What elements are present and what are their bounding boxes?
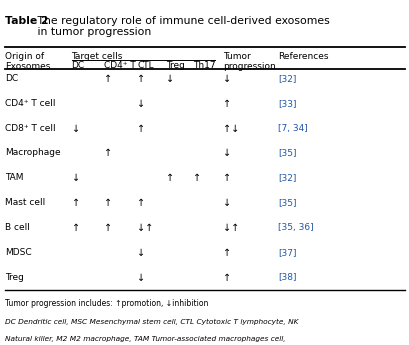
Text: References: References <box>278 52 328 61</box>
Text: ↑: ↑ <box>223 99 231 109</box>
Text: Table 2: Table 2 <box>5 16 49 26</box>
Text: [32]: [32] <box>278 74 297 83</box>
Text: Mast cell: Mast cell <box>5 198 45 207</box>
Text: CD4⁺ T: CD4⁺ T <box>104 61 136 70</box>
Text: DC: DC <box>5 74 18 83</box>
Text: Th17: Th17 <box>193 61 216 70</box>
Text: [37]: [37] <box>278 248 297 257</box>
Text: ↑: ↑ <box>193 173 201 183</box>
Text: ↑: ↑ <box>137 198 145 208</box>
Text: ↑: ↑ <box>104 148 112 158</box>
Text: [38]: [38] <box>278 273 297 282</box>
Text: ↑↓: ↑↓ <box>223 124 239 134</box>
Text: ↓: ↓ <box>72 173 80 183</box>
Text: Target cells: Target cells <box>72 52 123 61</box>
Text: Tumor progression includes: ↑promotion, ↓inhibition: Tumor progression includes: ↑promotion, … <box>5 299 208 308</box>
Text: ↑: ↑ <box>137 74 145 84</box>
Text: ↓: ↓ <box>72 124 80 134</box>
Text: ↑: ↑ <box>137 124 145 134</box>
Text: [33]: [33] <box>278 99 297 108</box>
Text: ↓: ↓ <box>223 198 231 208</box>
Text: DC Dendritic cell, MSC Mesenchymal stem cell, CTL Cytotoxic T lymphocyte, NK: DC Dendritic cell, MSC Mesenchymal stem … <box>5 318 299 325</box>
Text: ↓: ↓ <box>137 273 145 283</box>
Text: [35]: [35] <box>278 148 297 157</box>
Text: ↓↑: ↓↑ <box>223 223 239 233</box>
Text: ↑: ↑ <box>104 223 112 233</box>
Text: ↑: ↑ <box>166 173 174 183</box>
Text: Natural killer, M2 M2 macrophage, TAM Tumor-associated macrophages cell,: Natural killer, M2 M2 macrophage, TAM Tu… <box>5 336 285 342</box>
Text: Macrophage: Macrophage <box>5 148 61 157</box>
Text: Treg: Treg <box>166 61 184 70</box>
Text: ↓: ↓ <box>166 74 174 84</box>
Text: [7, 34]: [7, 34] <box>278 124 308 132</box>
Text: ↑: ↑ <box>104 198 112 208</box>
Text: TAM: TAM <box>5 173 23 182</box>
Text: MDSC: MDSC <box>5 248 31 257</box>
Text: ↑: ↑ <box>72 223 80 233</box>
Text: Treg: Treg <box>5 273 24 282</box>
Text: CD4⁺ T cell: CD4⁺ T cell <box>5 99 55 108</box>
Text: CD8⁺ T cell: CD8⁺ T cell <box>5 124 56 132</box>
Text: ↓: ↓ <box>137 99 145 109</box>
Text: CTL: CTL <box>137 61 154 70</box>
Text: [35, 36]: [35, 36] <box>278 223 314 232</box>
Text: ↑: ↑ <box>72 198 80 208</box>
Text: ↓: ↓ <box>223 74 231 84</box>
Text: ↓↑: ↓↑ <box>137 223 153 233</box>
Text: B cell: B cell <box>5 223 30 232</box>
Text: ↑: ↑ <box>223 273 231 283</box>
Text: ↓: ↓ <box>223 148 231 158</box>
Text: ↑: ↑ <box>104 74 112 84</box>
Text: Origin of
Exosomes: Origin of Exosomes <box>5 52 50 71</box>
Text: DC: DC <box>72 61 85 70</box>
Text: Tumor
progression: Tumor progression <box>223 52 276 71</box>
Text: ↑: ↑ <box>223 248 231 258</box>
Text: The regulatory role of immune cell-derived exosomes
 in tumor progression: The regulatory role of immune cell-deriv… <box>34 16 330 37</box>
Text: [32]: [32] <box>278 173 297 182</box>
Text: [35]: [35] <box>278 198 297 207</box>
Text: ↓: ↓ <box>137 248 145 258</box>
Text: ↑: ↑ <box>223 173 231 183</box>
